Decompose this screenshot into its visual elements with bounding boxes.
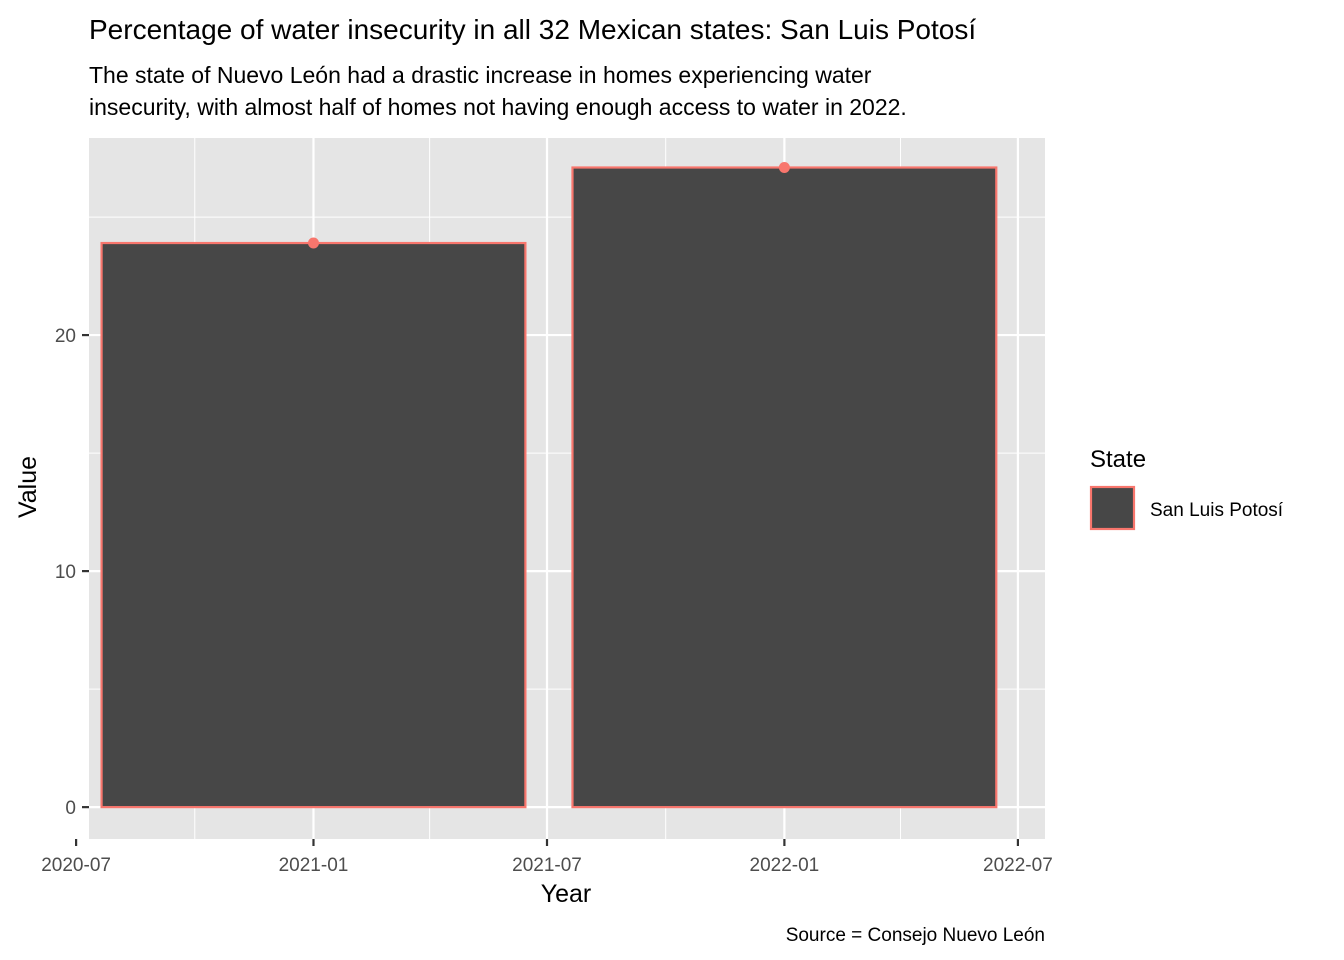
- chart-subtitle-line-1: The state of Nuevo León had a drastic in…: [89, 62, 872, 88]
- axes-layer: 0 10 20 2020-07 2021-01 2021-07 2022-01 2022-07: [41, 326, 1053, 876]
- y-tick-label: 20: [55, 326, 76, 347]
- x-tick-label: 2020-07: [41, 855, 111, 876]
- chart-caption: Source = Consejo Nuevo León: [786, 925, 1045, 946]
- legend-title: State: [1090, 446, 1146, 473]
- data-point: [778, 162, 790, 174]
- y-tick-label: 10: [55, 562, 76, 583]
- legend-key: [1089, 485, 1136, 531]
- legend-label: San Luis Potosí: [1150, 500, 1284, 521]
- bar: [571, 166, 998, 809]
- data-point: [307, 237, 319, 249]
- x-tick-label: 2021-07: [512, 855, 582, 876]
- legend: San Luis Potosí: [1089, 485, 1284, 531]
- x-tick-label: 2022-01: [750, 855, 820, 876]
- x-tick-label: 2022-07: [983, 855, 1053, 876]
- y-tick-label: 0: [65, 798, 76, 819]
- y-axis-label: Value: [14, 456, 42, 518]
- x-tick-label: 2021-01: [279, 855, 349, 876]
- bar: [100, 241, 527, 809]
- bars-layer: [100, 162, 998, 809]
- x-axis-label: Year: [541, 880, 592, 908]
- chart-title: Percentage of water insecurity in all 32…: [89, 14, 976, 45]
- chart-subtitle-line-2: insecurity, with almost half of homes no…: [89, 94, 907, 120]
